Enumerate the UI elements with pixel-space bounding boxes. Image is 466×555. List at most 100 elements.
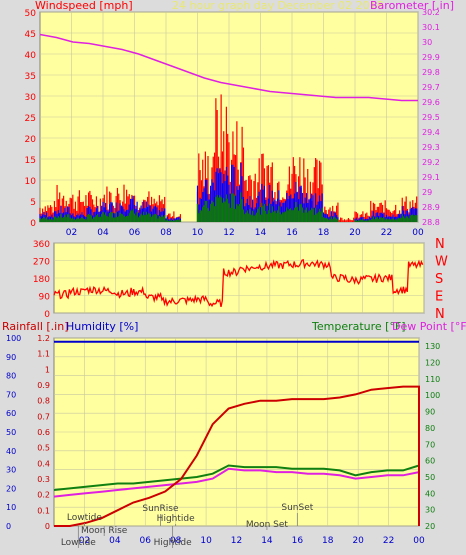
temperature-y-tick-label: 60 [425,457,435,466]
wind-x-tick-label: 00 [412,228,424,238]
rain-y-tick-label: 0.8 [37,397,50,406]
rain-x-tick-label: 12 [231,536,242,546]
barometer-y-tick-label: 29.7 [422,83,440,92]
temperature-label: Temperature [°F] [311,320,406,333]
humidity-y-tick-label: 10 [6,503,16,512]
wind-ticks: 0 5 10 15 20 25 30 35 40 45 50 28.8 28.9 29 29.1 29.2 29… [25,8,440,238]
temperature-y-tick-label: 120 [425,359,440,368]
direction-grid [54,242,425,314]
graph-title: 24 hour graph day December 02 2018 [172,0,384,12]
wind-y-tick-label: 25 [25,114,36,124]
barometer-y-tick-label: 29.5 [422,113,440,122]
temperature-y-tick-label: 130 [425,342,440,351]
rain-y-tick-label: 0.5 [37,444,50,453]
humidity-label: Humidity [%] [66,320,138,333]
temperature-y-tick-label: 30 [425,506,435,515]
rain-y-tick-label: 0.7 [37,412,50,421]
annotation-label: Hightide [157,514,195,524]
dewpoint-label: Dew Point [°F] [392,320,466,333]
annotation-label: Moon Rise [81,526,128,536]
barometer-y-tick-label: 30.1 [422,23,440,32]
wind-x-tick-label: 08 [160,228,172,238]
rain-y-tick-label: 0.3 [37,475,50,484]
wind-x-tick-label: 18 [318,228,330,238]
humidity-y-tick-label: 80 [6,372,16,381]
dewpoint-line [53,467,420,498]
wind-y-tick-label: 45 [25,30,36,40]
wind-x-tick-label: 12 [223,228,234,238]
barometer-y-tick-label: 29.2 [422,158,440,167]
temperature-y-tick-label: 80 [425,424,435,433]
barometer-y-tick-label: 28.9 [422,203,440,212]
annotation-label: Moon Set [246,520,289,530]
wind-y-tick-label: 0 [30,219,36,229]
barometer-y-tick-label: 30.2 [422,8,440,17]
direction-y-tick-label: 360 [33,240,50,250]
temperature-line [53,464,420,491]
barometer-y-tick-label: 29.9 [422,53,440,62]
wind-series [39,33,418,222]
rain-y-tick-label: 0.9 [37,381,50,390]
rain-y-tick-label: 0 [45,522,50,531]
wind-y-tick-label: 40 [25,51,37,61]
annotation-label: SunSet [281,503,313,513]
temperature-y-tick-label: 50 [425,473,435,482]
direction-y-tick-label: 270 [33,258,50,268]
direction-compass-label: N [435,307,445,322]
wind-x-tick-label: 20 [349,228,361,238]
wind-y-tick-label: 30 [25,93,37,103]
rain-ticks: 010203040506070809010000.10.20.30.40.50.… [6,334,440,546]
rain-y-tick-label: 1.1 [37,350,50,359]
annotation-label: Hightide [154,538,192,548]
direction-ticks: 0 N 90 E 180 S 270 W 360 N [33,237,448,322]
humidity-y-tick-label: 50 [6,428,16,437]
rain-y-tick-label: 1.2 [37,334,50,343]
rain-x-tick-label: 16 [292,536,304,546]
rain-x-tick-label: 06 [140,536,152,546]
rain-x-tick-label: 00 [413,536,425,546]
rain-series [53,340,420,527]
rainfall-label: Rainfall [.in] [2,320,69,333]
barometer-y-tick-label: 29.4 [422,128,440,137]
direction-series [53,258,424,308]
wind-y-tick-label: 50 [25,9,37,19]
temperature-y-tick-label: 20 [425,522,435,531]
rainfall-line [54,385,420,527]
barometer-y-tick-label: 29.1 [422,173,440,182]
annotation-label: Lowtide [67,513,102,523]
direction-y-tick-label: 0 [44,310,50,320]
direction-line [53,258,424,308]
rain-y-tick-label: 0.6 [37,428,50,437]
barometer-y-tick-label: 29.6 [422,98,440,107]
wind-y-tick-label: 15 [25,156,36,166]
barometer-y-tick-label: 29.3 [422,143,440,152]
humidity-y-tick-label: 60 [6,409,16,418]
rain-y-tick-label: 0.1 [37,506,50,515]
temperature-y-tick-label: 90 [425,408,435,417]
rain-x-tick-label: 20 [352,536,364,546]
humidity-y-tick-label: 100 [6,334,21,343]
rain-y-tick-label: 1 [45,365,50,374]
wind-y-tick-label: 5 [30,198,36,208]
wind-x-tick-label: 22 [381,228,392,238]
wind-y-tick-label: 20 [25,135,37,145]
wind-x-tick-label: 06 [129,228,141,238]
rain-x-tick-label: 02 [79,536,90,546]
wind-x-tick-label: 10 [192,228,204,238]
windspeed-label: Windspeed [mph] [35,0,133,12]
direction-compass-label: S [435,272,443,287]
direction-compass-label: W [435,255,448,270]
wind-x-tick-label: 02 [66,228,77,238]
wind-x-tick-label: 16 [286,228,298,238]
direction-y-tick-label: 90 [39,293,51,303]
rain-y-tick-label: 0.2 [37,491,50,500]
temperature-y-tick-label: 40 [425,489,435,498]
barometer-y-tick-label: 29.8 [422,68,440,77]
rain-x-tick-label: 10 [200,536,212,546]
temperature-y-tick-label: 110 [425,375,440,384]
wind-x-tick-label: 04 [97,228,109,238]
temperature-y-tick-label: 100 [425,391,440,400]
direction-y-tick-label: 180 [33,275,50,285]
